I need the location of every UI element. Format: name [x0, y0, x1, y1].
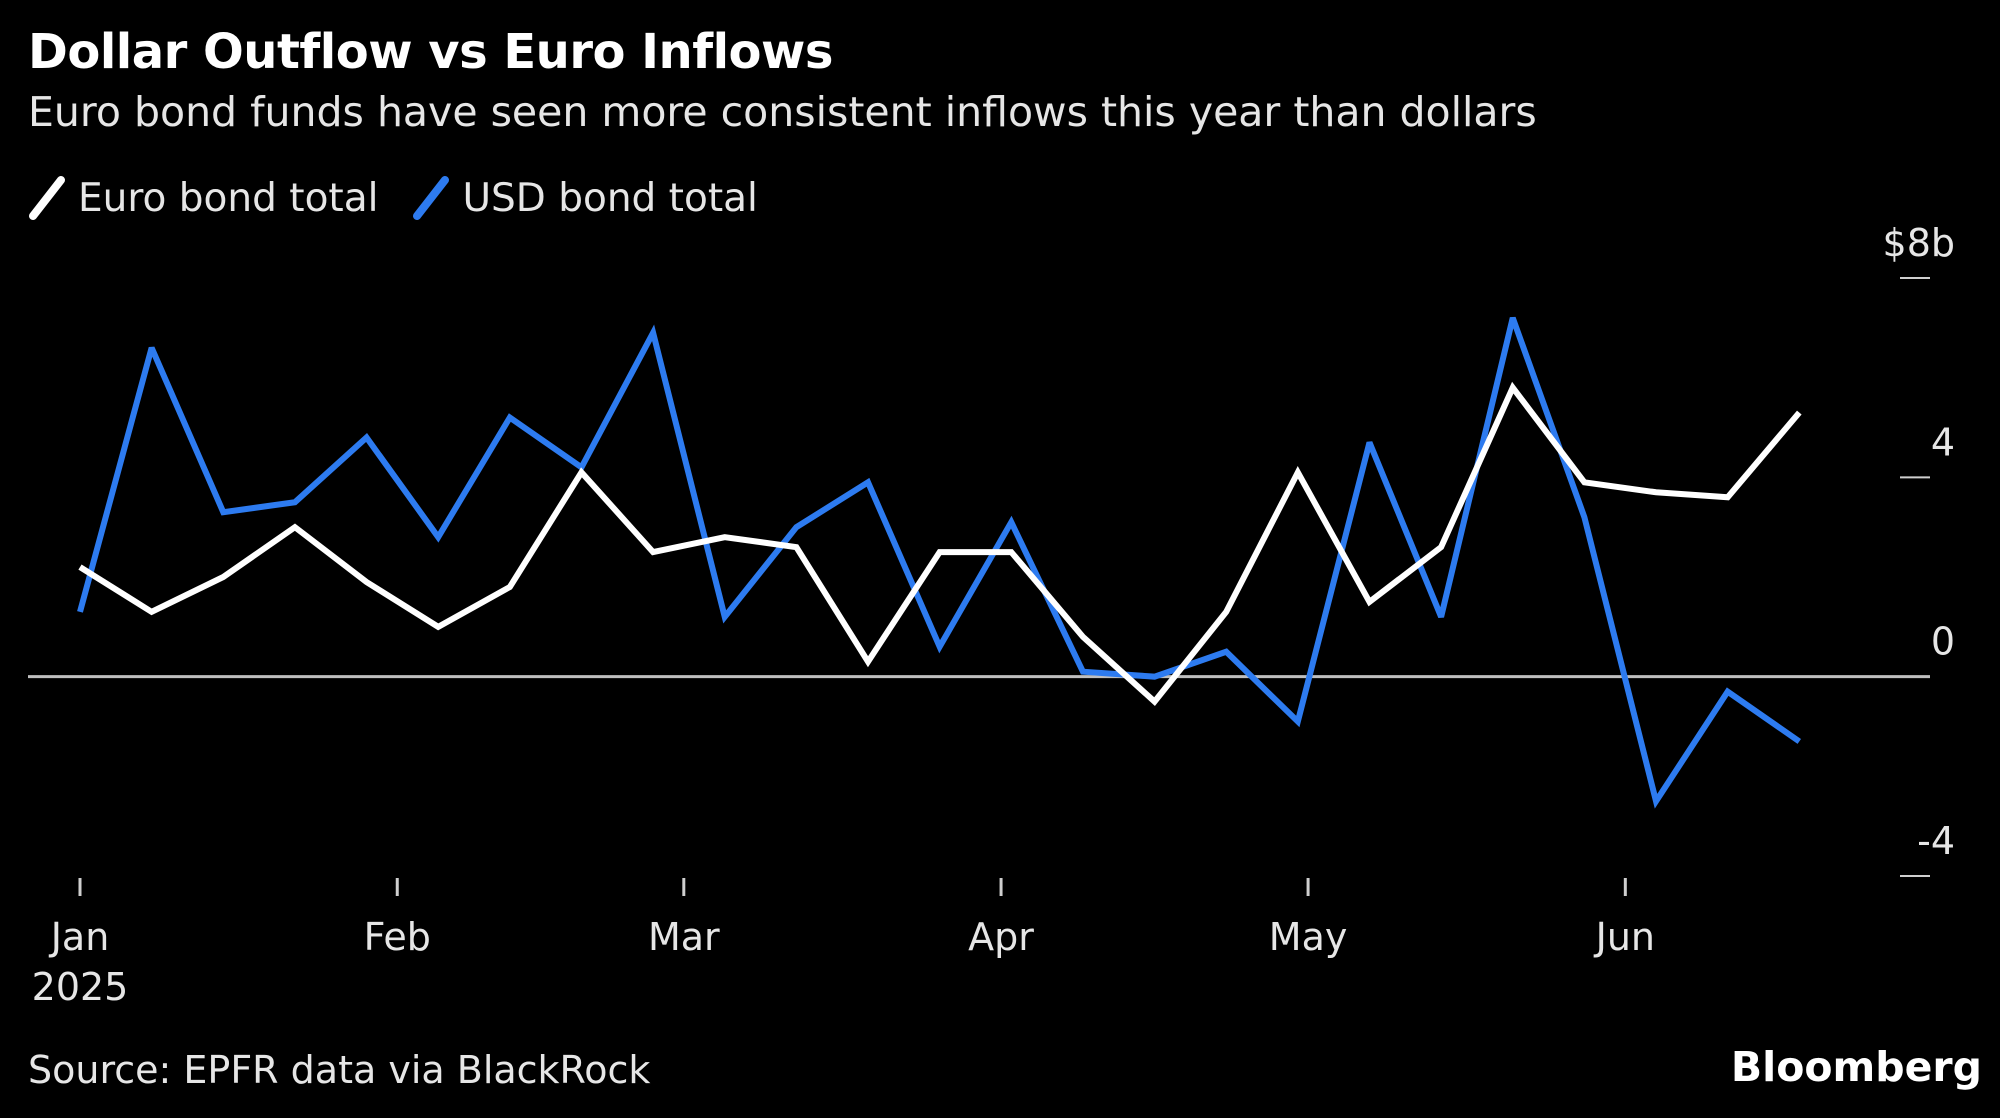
- y-tick-label: -4: [1917, 819, 1955, 863]
- data-point-euro: [507, 584, 513, 590]
- data-point-euro: [1581, 479, 1587, 485]
- data-point-euro: [1438, 544, 1444, 550]
- data-point-usd: [77, 609, 83, 615]
- data-point-usd: [937, 644, 943, 650]
- data-point-euro: [578, 469, 584, 475]
- data-point-euro: [220, 574, 226, 580]
- data-point-usd: [1008, 519, 1014, 525]
- data-point-euro: [793, 544, 799, 550]
- x-tick-label: Jan: [49, 915, 110, 959]
- data-point-euro: [1725, 494, 1731, 500]
- data-point-euro: [865, 659, 871, 665]
- data-point-euro: [364, 579, 370, 585]
- x-tick-label: Apr: [968, 915, 1034, 959]
- data-point-usd: [220, 509, 226, 515]
- series-line-euro: [78, 381, 1802, 706]
- data-point-euro: [1223, 609, 1229, 615]
- legend-swatch-usd: [413, 176, 450, 220]
- series-layer: [77, 315, 1802, 809]
- y-tick-label: 0: [1931, 620, 1955, 664]
- chart-subtitle: Euro bond funds have seen more consisten…: [28, 88, 1537, 136]
- data-point-euro: [937, 549, 943, 555]
- data-point-usd: [292, 499, 298, 505]
- data-point-euro: [722, 534, 728, 540]
- data-point-euro: [1080, 634, 1086, 640]
- data-point-usd: [1295, 719, 1301, 725]
- data-point-usd: [1796, 738, 1802, 744]
- data-point-euro: [1295, 469, 1301, 475]
- y-tick-label: 4: [1931, 420, 1955, 464]
- data-point-usd: [1366, 439, 1372, 445]
- data-point-euro: [435, 624, 441, 630]
- data-point-euro: [1510, 385, 1516, 391]
- data-point-usd: [1581, 514, 1587, 520]
- data-point-usd: [1725, 689, 1731, 695]
- x-tick-label: May: [1269, 915, 1348, 959]
- data-point-usd: [1438, 614, 1444, 620]
- x-axis: Jan 2025 Feb Mar Apr May Jun: [32, 878, 1655, 1009]
- data-point-usd: [722, 614, 728, 620]
- data-point-usd: [1152, 674, 1158, 680]
- data-point-usd: [149, 345, 155, 351]
- data-point-euro: [1796, 410, 1802, 416]
- data-point-usd: [1653, 798, 1659, 804]
- x-tick-label: Mar: [648, 915, 720, 959]
- data-point-euro: [1366, 599, 1372, 605]
- data-point-usd: [650, 330, 656, 336]
- legend-label-usd: USD bond total: [462, 175, 758, 221]
- x-tick-label: Jun: [1594, 915, 1655, 959]
- data-point-usd: [865, 479, 871, 485]
- legend-swatch-euro: [29, 176, 65, 220]
- y-axis: $8b 4 0 -4: [1883, 221, 1955, 877]
- data-point-euro: [77, 564, 83, 570]
- legend-item-euro: Euro bond total: [28, 175, 378, 221]
- legend-item-usd: USD bond total: [412, 175, 758, 221]
- source-note: Source: EPFR data via BlackRock: [28, 1048, 651, 1092]
- data-point-usd: [435, 534, 441, 540]
- data-point-usd: [1223, 649, 1229, 655]
- x-tick-label: Feb: [364, 915, 431, 959]
- series-line-usd: [77, 316, 1802, 809]
- data-point-euro: [1008, 549, 1014, 555]
- data-point-usd: [507, 415, 513, 421]
- chart-title: Dollar Outflow vs Euro Inflows: [28, 24, 833, 80]
- legend: Euro bond total USD bond total: [28, 172, 792, 224]
- legend-label-euro: Euro bond total: [78, 175, 379, 221]
- data-point-euro: [1653, 489, 1659, 495]
- data-point-euro: [1152, 699, 1158, 705]
- data-point-usd: [364, 434, 370, 440]
- data-point-usd: [1080, 669, 1086, 675]
- data-point-euro: [292, 524, 298, 530]
- data-point-euro: [650, 549, 656, 555]
- bloomberg-logo: Bloomberg: [1730, 1043, 1982, 1091]
- y-tick-label: $8b: [1883, 221, 1955, 265]
- data-point-usd: [1510, 315, 1516, 321]
- data-point-euro: [149, 609, 155, 615]
- x-tick-sublabel: 2025: [32, 965, 129, 1009]
- data-point-usd: [793, 524, 799, 530]
